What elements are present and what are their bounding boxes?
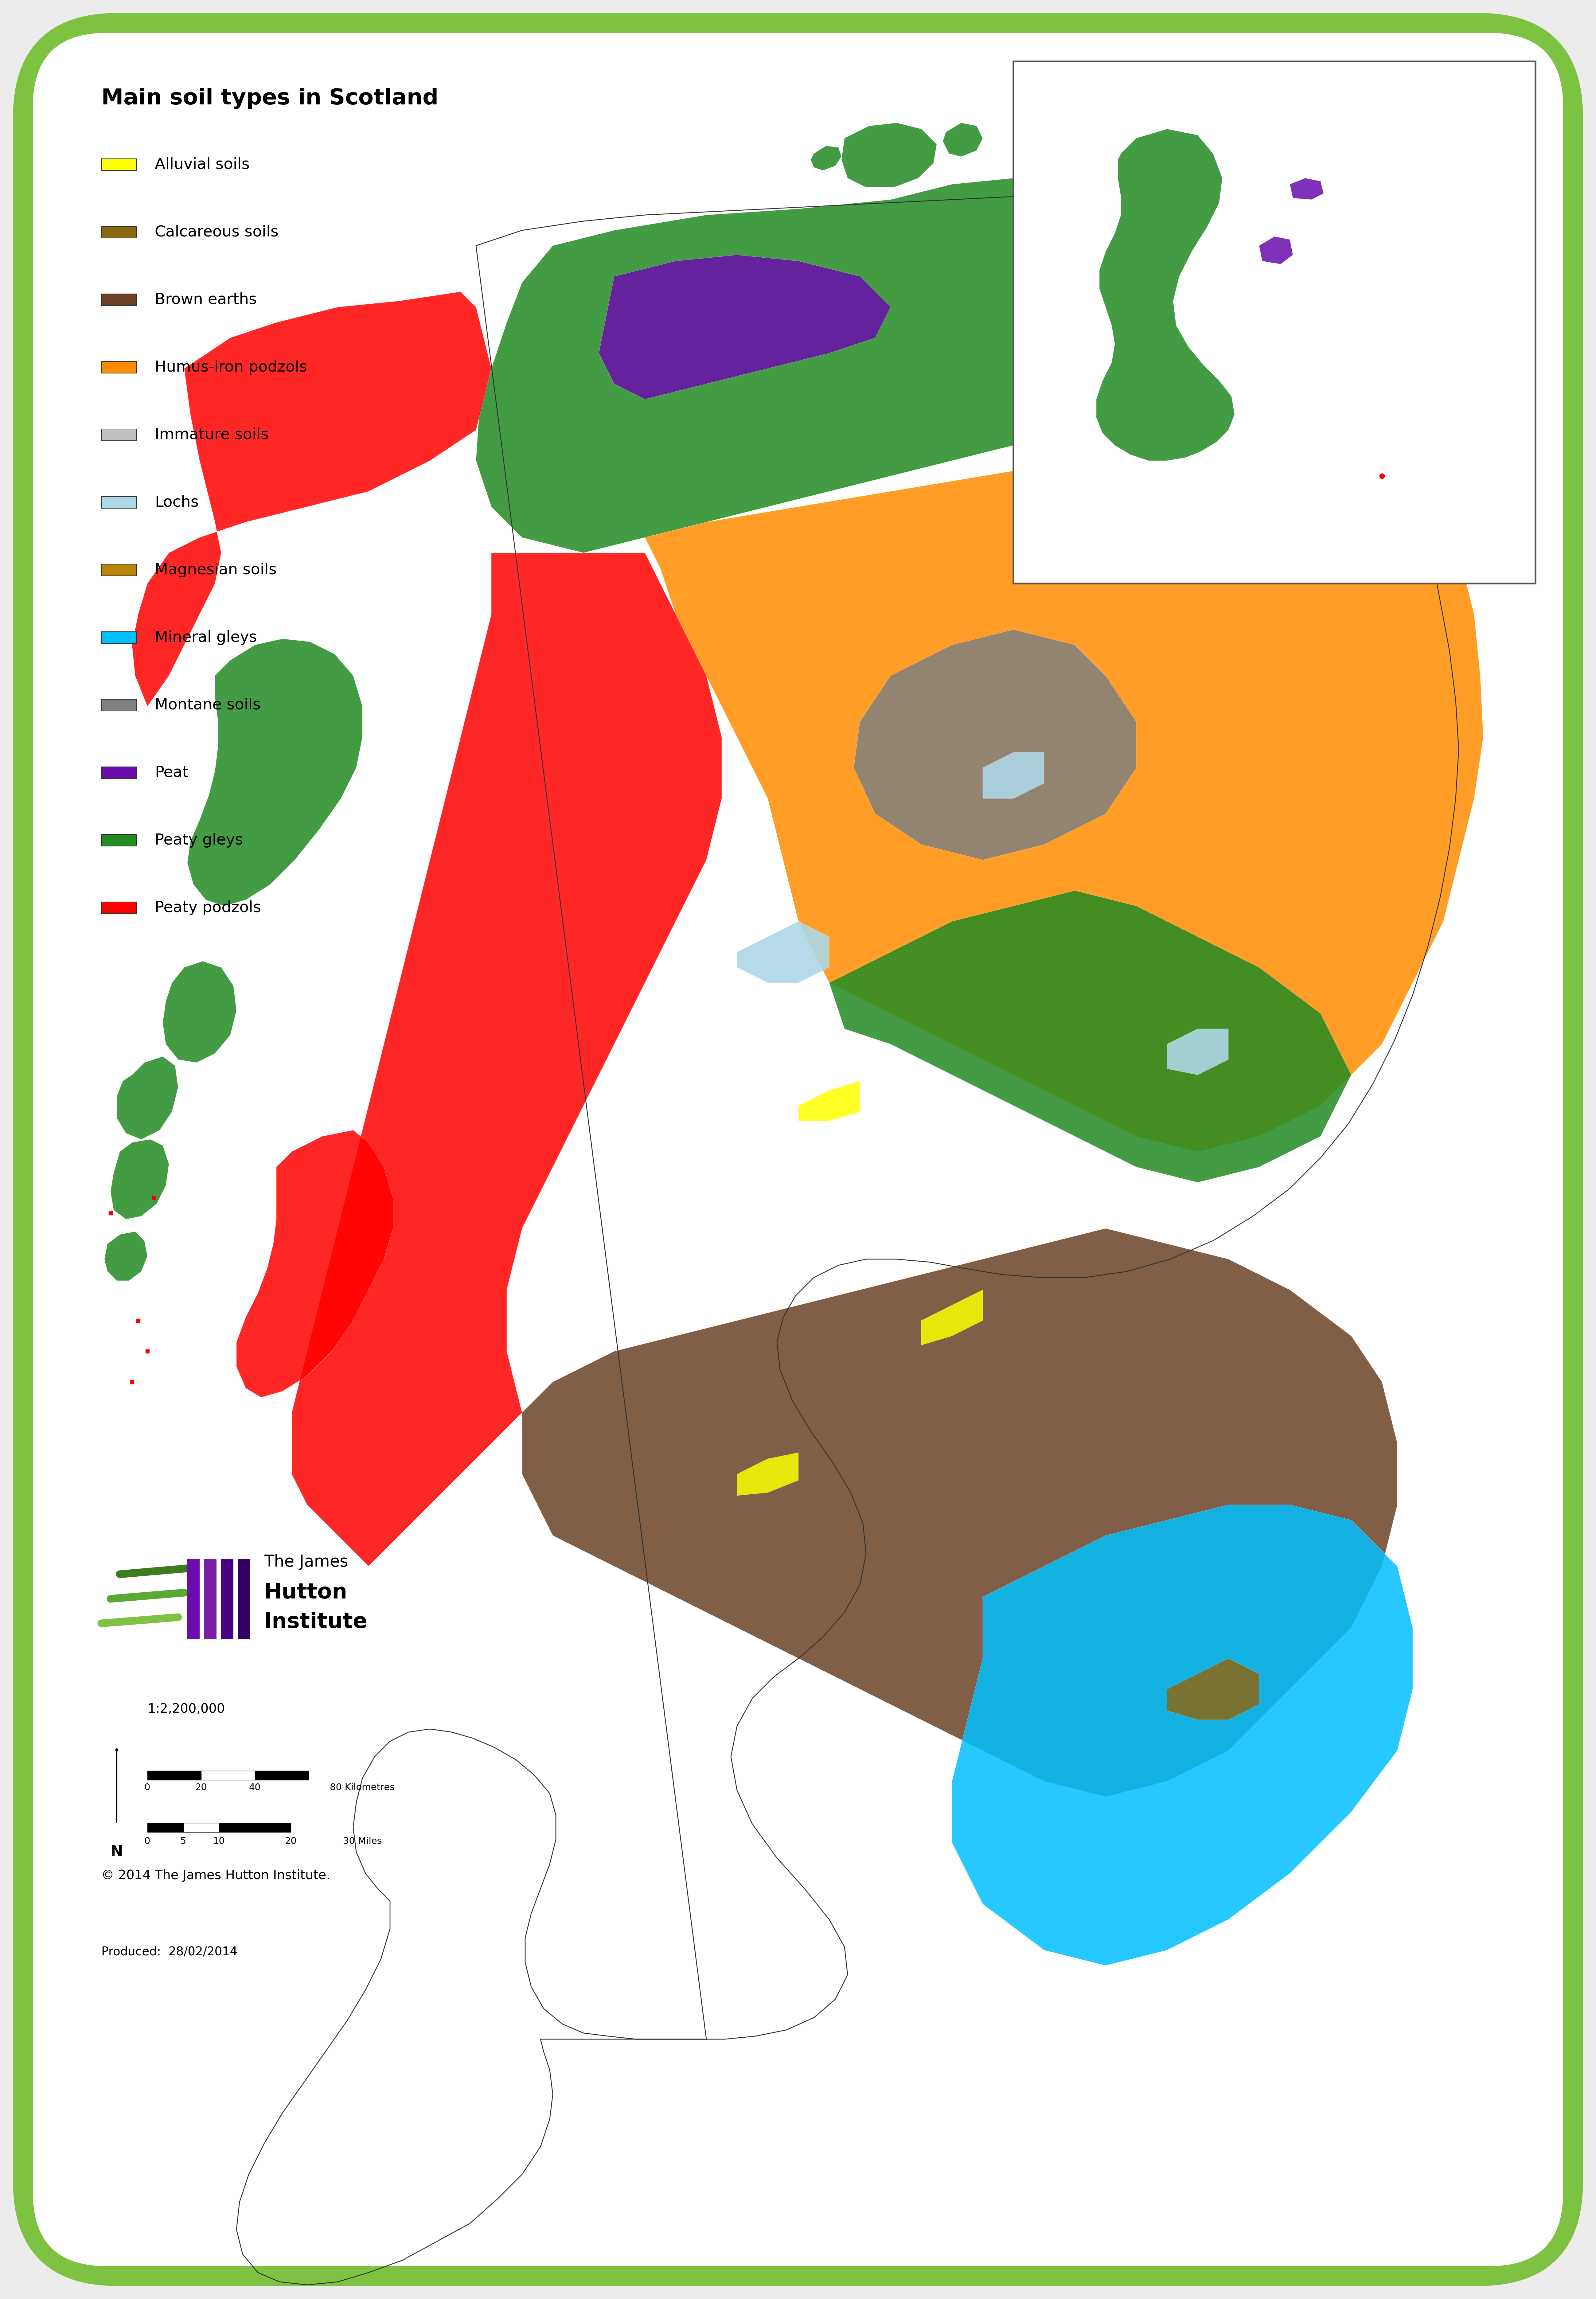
Polygon shape bbox=[854, 630, 1136, 860]
Polygon shape bbox=[110, 1140, 169, 1218]
Polygon shape bbox=[645, 400, 1483, 1152]
Polygon shape bbox=[798, 1081, 860, 1122]
Text: 0: 0 bbox=[144, 1837, 150, 1846]
Polygon shape bbox=[1259, 237, 1293, 264]
Text: Institute: Institute bbox=[263, 1612, 367, 1632]
Bar bbox=[184, 1823, 219, 1832]
Text: Mineral gleys: Mineral gleys bbox=[155, 630, 257, 646]
Text: Peaty gleys: Peaty gleys bbox=[155, 832, 243, 848]
Polygon shape bbox=[476, 177, 1336, 552]
Polygon shape bbox=[236, 1131, 393, 1398]
Polygon shape bbox=[522, 1228, 1398, 1796]
Text: The James: The James bbox=[263, 1554, 348, 1570]
Polygon shape bbox=[1167, 1658, 1259, 1720]
Text: Peaty podzols: Peaty podzols bbox=[155, 901, 262, 915]
Text: 20: 20 bbox=[284, 1837, 297, 1846]
Text: 10: 10 bbox=[214, 1837, 225, 1846]
Text: Alluvial soils: Alluvial soils bbox=[155, 156, 249, 172]
Bar bbox=[101, 430, 136, 441]
Text: Humus-iron podzols: Humus-iron podzols bbox=[155, 361, 308, 375]
Polygon shape bbox=[951, 1506, 1412, 1966]
Polygon shape bbox=[163, 961, 236, 1062]
Text: Peat: Peat bbox=[155, 766, 188, 779]
Bar bbox=[201, 1770, 255, 1779]
Bar bbox=[101, 159, 136, 170]
FancyBboxPatch shape bbox=[34, 32, 1562, 2267]
Polygon shape bbox=[943, 122, 983, 156]
Bar bbox=[101, 901, 136, 913]
Text: 20: 20 bbox=[195, 1784, 207, 1791]
Polygon shape bbox=[292, 552, 721, 1566]
Text: 80 Kilometres: 80 Kilometres bbox=[330, 1784, 394, 1791]
Bar bbox=[101, 497, 136, 508]
Text: N: N bbox=[110, 1844, 123, 1860]
Bar bbox=[101, 361, 136, 372]
Polygon shape bbox=[841, 122, 937, 186]
Polygon shape bbox=[737, 1453, 798, 1497]
Polygon shape bbox=[104, 1232, 147, 1281]
FancyBboxPatch shape bbox=[24, 25, 1572, 2274]
Bar bbox=[101, 225, 136, 239]
Polygon shape bbox=[983, 752, 1044, 798]
Bar bbox=[255, 1770, 308, 1779]
Polygon shape bbox=[187, 639, 362, 906]
Bar bbox=[147, 1823, 184, 1832]
Polygon shape bbox=[1096, 129, 1235, 460]
Text: Brown earths: Brown earths bbox=[155, 292, 257, 308]
Text: Calcareous soils: Calcareous soils bbox=[155, 225, 279, 239]
Bar bbox=[222, 1559, 233, 1639]
Bar bbox=[101, 699, 136, 710]
Polygon shape bbox=[921, 1290, 983, 1345]
Bar bbox=[101, 632, 136, 644]
Polygon shape bbox=[811, 145, 841, 170]
Text: Immature soils: Immature soils bbox=[155, 428, 268, 441]
Bar bbox=[219, 1823, 290, 1832]
Text: Main soil types in Scotland: Main soil types in Scotland bbox=[101, 87, 439, 108]
Bar bbox=[187, 1559, 200, 1639]
Polygon shape bbox=[598, 255, 891, 400]
Polygon shape bbox=[1290, 177, 1323, 200]
Polygon shape bbox=[830, 890, 1352, 1182]
Text: Lochs: Lochs bbox=[155, 494, 198, 510]
Polygon shape bbox=[132, 292, 492, 706]
Bar bbox=[101, 768, 136, 779]
Bar bbox=[101, 294, 136, 306]
Bar bbox=[147, 1770, 201, 1779]
Text: © 2014 The James Hutton Institute.: © 2014 The James Hutton Institute. bbox=[101, 1869, 330, 1883]
Text: 5: 5 bbox=[180, 1837, 187, 1846]
Text: 0: 0 bbox=[144, 1784, 150, 1791]
Bar bbox=[1013, 62, 1535, 584]
Bar bbox=[101, 563, 136, 575]
Text: 40: 40 bbox=[249, 1784, 260, 1791]
Bar bbox=[101, 835, 136, 846]
Text: Montane soils: Montane soils bbox=[155, 697, 260, 713]
Text: Produced:  28/02/2014: Produced: 28/02/2014 bbox=[101, 1945, 238, 1956]
Polygon shape bbox=[1167, 1030, 1229, 1076]
Text: 1:2,200,000: 1:2,200,000 bbox=[147, 1704, 225, 1715]
Polygon shape bbox=[117, 1058, 179, 1140]
Polygon shape bbox=[737, 922, 830, 982]
Text: Hutton: Hutton bbox=[263, 1582, 348, 1602]
Bar bbox=[238, 1559, 251, 1639]
Text: 30 Miles: 30 Miles bbox=[343, 1837, 381, 1846]
Bar bbox=[204, 1559, 217, 1639]
Text: Magnesian soils: Magnesian soils bbox=[155, 563, 276, 577]
